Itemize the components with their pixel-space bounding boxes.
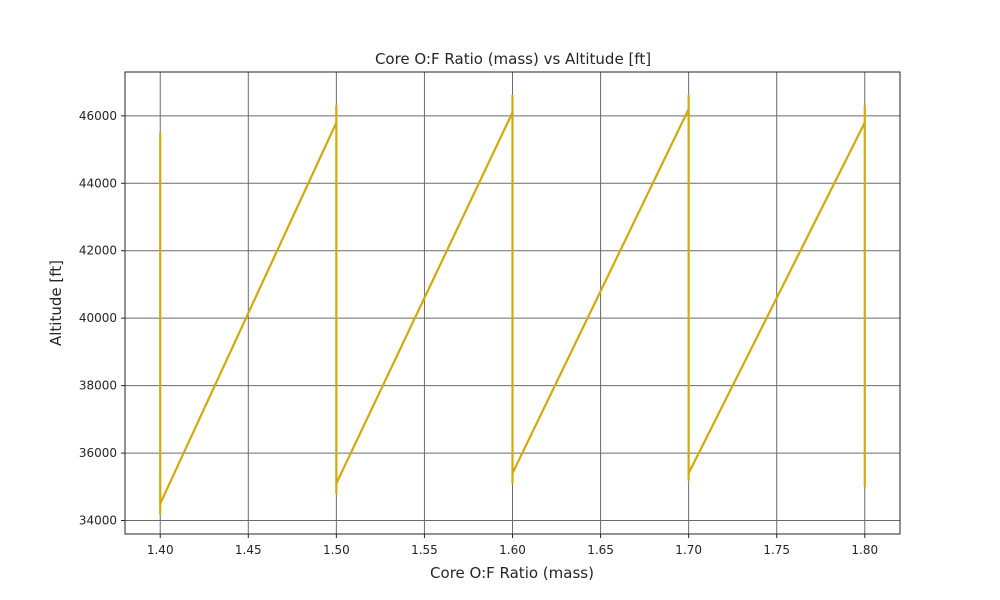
y-axis: 34000 36000 38000 40000 42000 44000 46000	[79, 109, 125, 528]
x-tick-label: 1.65	[587, 543, 614, 557]
x-tick-label: 1.40	[147, 543, 174, 557]
x-tick-label: 1.55	[411, 543, 438, 557]
x-axis: 1.40 1.45 1.50 1.55 1.60 1.65 1.70 1.75 1.80	[147, 534, 878, 557]
x-tick-label: 1.45	[235, 543, 262, 557]
x-tick-label: 1.75	[763, 543, 790, 557]
x-axis-label: Core O:F Ratio (mass)	[430, 564, 594, 582]
y-tick-label: 44000	[79, 176, 117, 190]
y-tick-label: 38000	[79, 379, 117, 393]
x-tick-label: 1.70	[675, 543, 702, 557]
x-tick-label: 1.80	[851, 543, 878, 557]
x-tick-label: 1.50	[323, 543, 350, 557]
chart-title: Core O:F Ratio (mass) vs Altitude [ft]	[375, 50, 651, 68]
y-tick-label: 46000	[79, 109, 117, 123]
y-tick-label: 34000	[79, 514, 117, 528]
x-tick-label: 1.60	[499, 543, 526, 557]
series-group	[159, 94, 866, 515]
y-axis-label: Altitude [ft]	[47, 260, 65, 346]
series-line	[159, 94, 866, 515]
y-tick-label: 40000	[79, 311, 117, 325]
y-tick-label: 42000	[79, 244, 117, 258]
y-tick-label: 36000	[79, 446, 117, 460]
